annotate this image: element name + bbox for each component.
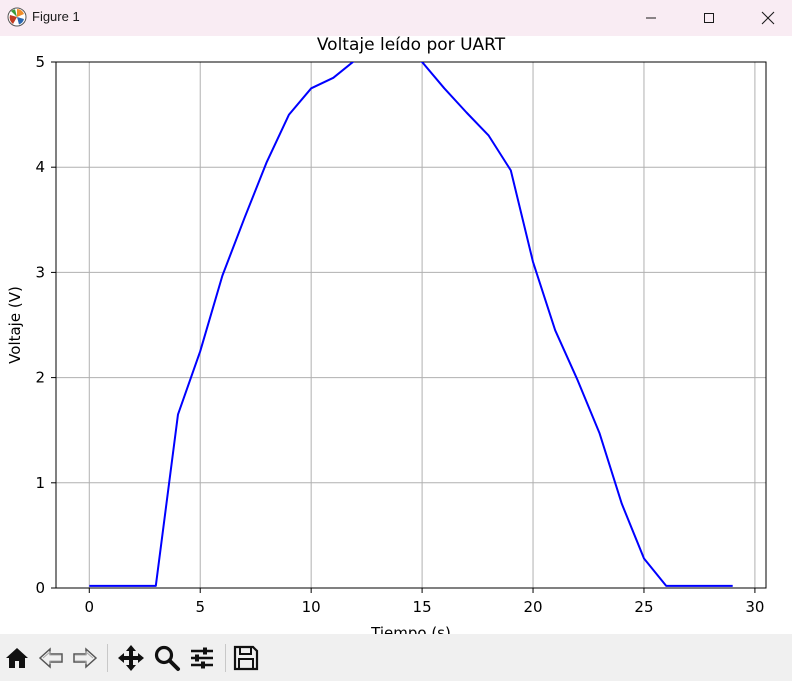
x-tick-label: 5 bbox=[195, 598, 205, 616]
forward-button[interactable] bbox=[70, 643, 100, 673]
zoom-button[interactable] bbox=[152, 643, 182, 673]
zoom-icon bbox=[154, 645, 180, 671]
title-bar: Figure 1 bbox=[0, 0, 792, 36]
x-tick-label: 15 bbox=[413, 598, 432, 616]
y-tick-label: 5 bbox=[35, 53, 45, 71]
configure-subplots-button[interactable] bbox=[187, 643, 217, 673]
configure-subplots-icon bbox=[191, 647, 213, 669]
minimize-button[interactable] bbox=[628, 0, 674, 36]
y-tick-label: 4 bbox=[35, 158, 45, 176]
maximize-icon bbox=[704, 13, 714, 23]
figure-canvas[interactable]: 0 5 10 15 20 25 30 0 1 2 3 4 5 Voltaje leído por UAR… bbox=[0, 36, 792, 634]
x-axis-label: Tiempo (s) bbox=[370, 624, 451, 634]
toolbar-separator bbox=[225, 644, 226, 672]
home-button[interactable] bbox=[2, 643, 32, 673]
axes-frame bbox=[55, 61, 767, 589]
home-icon bbox=[6, 648, 28, 668]
back-icon bbox=[38, 647, 63, 669]
navigation-toolbar bbox=[0, 634, 792, 681]
matplotlib-logo-icon bbox=[7, 7, 27, 27]
x-tick-label: 30 bbox=[745, 598, 764, 616]
forward-icon bbox=[73, 647, 98, 669]
pan-button[interactable] bbox=[116, 643, 146, 673]
toolbar-separator bbox=[107, 644, 108, 672]
x-tick-label: 20 bbox=[523, 598, 542, 616]
back-button[interactable] bbox=[36, 643, 66, 673]
close-icon bbox=[761, 11, 775, 25]
y-tick-label: 3 bbox=[35, 263, 45, 281]
y-tick-label: 2 bbox=[35, 369, 45, 387]
save-icon bbox=[233, 645, 259, 671]
y-axis-label: Voltaje (V) bbox=[6, 286, 24, 364]
x-tick-label: 0 bbox=[85, 598, 95, 616]
series-line bbox=[89, 62, 733, 587]
pan-icon bbox=[118, 645, 144, 671]
minimize-icon bbox=[646, 17, 656, 19]
x-tick-label: 10 bbox=[302, 598, 321, 616]
maximize-button[interactable] bbox=[686, 0, 732, 36]
save-button[interactable] bbox=[231, 643, 261, 673]
y-tick-label: 1 bbox=[35, 474, 45, 492]
close-button[interactable] bbox=[745, 0, 791, 36]
chart-title: Voltaje leído por UART bbox=[317, 36, 506, 55]
y-tick-label: 0 bbox=[35, 579, 45, 597]
window-title: Figure 1 bbox=[32, 9, 80, 24]
x-tick-label: 25 bbox=[634, 598, 653, 616]
line-chart: 0 5 10 15 20 25 30 0 1 2 3 4 5 Voltaje leído por UAR… bbox=[6, 36, 767, 634]
